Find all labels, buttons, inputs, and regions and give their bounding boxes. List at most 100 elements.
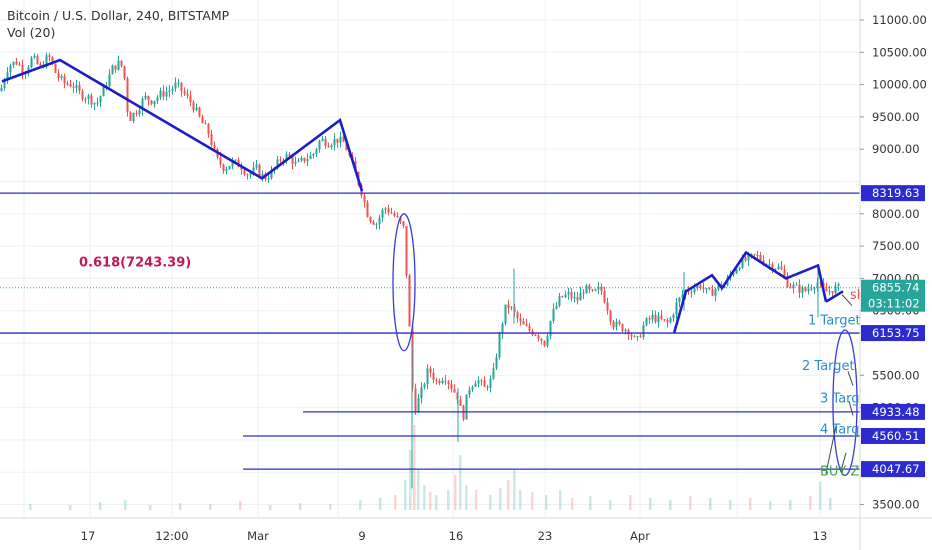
candle-body <box>798 284 801 293</box>
candle-body <box>795 284 798 286</box>
candle-body <box>150 100 153 105</box>
x-tick-label: 17 <box>81 529 96 543</box>
volume-bar <box>729 500 732 510</box>
candle-body <box>60 76 63 78</box>
candle-body <box>507 304 510 309</box>
candle-body <box>582 292 585 294</box>
candle-body <box>474 383 477 387</box>
level-price-badge <box>861 185 925 202</box>
volume-bar <box>209 504 212 510</box>
candle-body <box>438 380 441 384</box>
volume-bar <box>829 498 832 510</box>
candle-body <box>735 269 738 274</box>
y-tick-label: 7500.00 <box>872 239 920 253</box>
candle-body <box>480 380 483 382</box>
volume-bar <box>454 475 457 510</box>
candle-body <box>786 275 789 288</box>
volume-bar <box>394 495 397 510</box>
candle-body <box>501 323 504 334</box>
candle-body <box>120 60 123 67</box>
volume-bar <box>545 495 548 510</box>
volume-indicator-label: Vol (20) <box>7 25 56 40</box>
candle-body <box>138 110 141 114</box>
candle-body <box>750 254 753 256</box>
candle-body <box>363 195 366 203</box>
candle-body <box>225 169 228 172</box>
candle-body <box>597 286 600 290</box>
volume-bar <box>649 498 652 510</box>
candle-body <box>528 325 531 331</box>
candle-body <box>714 289 717 296</box>
candle-body <box>522 321 525 325</box>
candle-body <box>561 296 564 298</box>
y-tick-label: 10000.00 <box>872 78 927 92</box>
candle-body <box>378 217 381 225</box>
candle-body <box>453 388 456 393</box>
candle-body <box>309 155 312 160</box>
candle-body <box>756 254 759 256</box>
y-tick-label: 3500.00 <box>872 498 920 512</box>
candle-body <box>243 169 246 175</box>
candle-body <box>366 202 369 218</box>
candle-body <box>201 116 204 124</box>
candle-body <box>165 91 168 97</box>
candle-body <box>660 315 663 320</box>
volume-bar <box>99 502 102 510</box>
candle-body <box>69 84 72 87</box>
volume-bar <box>513 470 516 510</box>
volume-bar <box>475 490 478 510</box>
candle-body <box>81 90 84 100</box>
volume-bar <box>809 496 812 510</box>
level-price-badge <box>861 427 925 444</box>
candle-body <box>111 65 114 75</box>
candle-body <box>171 88 174 91</box>
candle-body <box>231 159 234 167</box>
candle-body <box>618 321 621 325</box>
candle-body <box>570 291 573 299</box>
candle-body <box>789 287 792 289</box>
candle-body <box>702 287 705 289</box>
target-arrow <box>840 452 847 472</box>
y-tick-label: 10500.00 <box>872 45 927 59</box>
candle-body <box>810 288 813 290</box>
volume-bar <box>329 504 332 510</box>
candle-body <box>711 289 714 296</box>
candle-body <box>87 95 90 99</box>
candle-body <box>180 82 183 92</box>
candle-body <box>48 55 51 58</box>
chart-title: Bitcoin / U.S. Dollar, 240, BITSTAMP <box>7 8 230 23</box>
candle-body <box>732 273 735 275</box>
candle-body <box>780 266 783 270</box>
volume-bar <box>124 500 127 510</box>
candle-body <box>444 380 447 382</box>
y-tick-label: 9000.00 <box>872 142 920 156</box>
x-tick-label: Apr <box>630 529 650 543</box>
candle-body <box>45 55 48 68</box>
candle-body <box>6 72 9 81</box>
candle-body <box>621 324 624 332</box>
candle-body <box>159 90 162 98</box>
volume-bar <box>709 498 712 510</box>
candle-body <box>747 254 750 261</box>
candle-body <box>303 157 306 162</box>
candle-body <box>666 319 669 323</box>
candle-body <box>75 85 78 88</box>
countdown-text: 03:11:02 <box>868 297 920 311</box>
candle-body <box>117 60 120 70</box>
candle-body <box>579 292 582 301</box>
target-label: 4 Targ <box>820 423 860 438</box>
candle-body <box>222 164 225 172</box>
target-label: 3 Targ <box>820 391 860 406</box>
candle-body <box>240 167 243 170</box>
candle-body <box>426 368 429 385</box>
candle-body <box>300 157 303 161</box>
volume-bar <box>769 501 772 510</box>
target-arrow <box>847 371 854 386</box>
candle-body <box>465 394 468 420</box>
candle-body <box>705 288 708 290</box>
fib-annotation-label: 0.618(7243.39) <box>79 256 191 271</box>
candle-body <box>132 112 135 121</box>
level-price-badge-text: 8319.63 <box>872 186 920 200</box>
